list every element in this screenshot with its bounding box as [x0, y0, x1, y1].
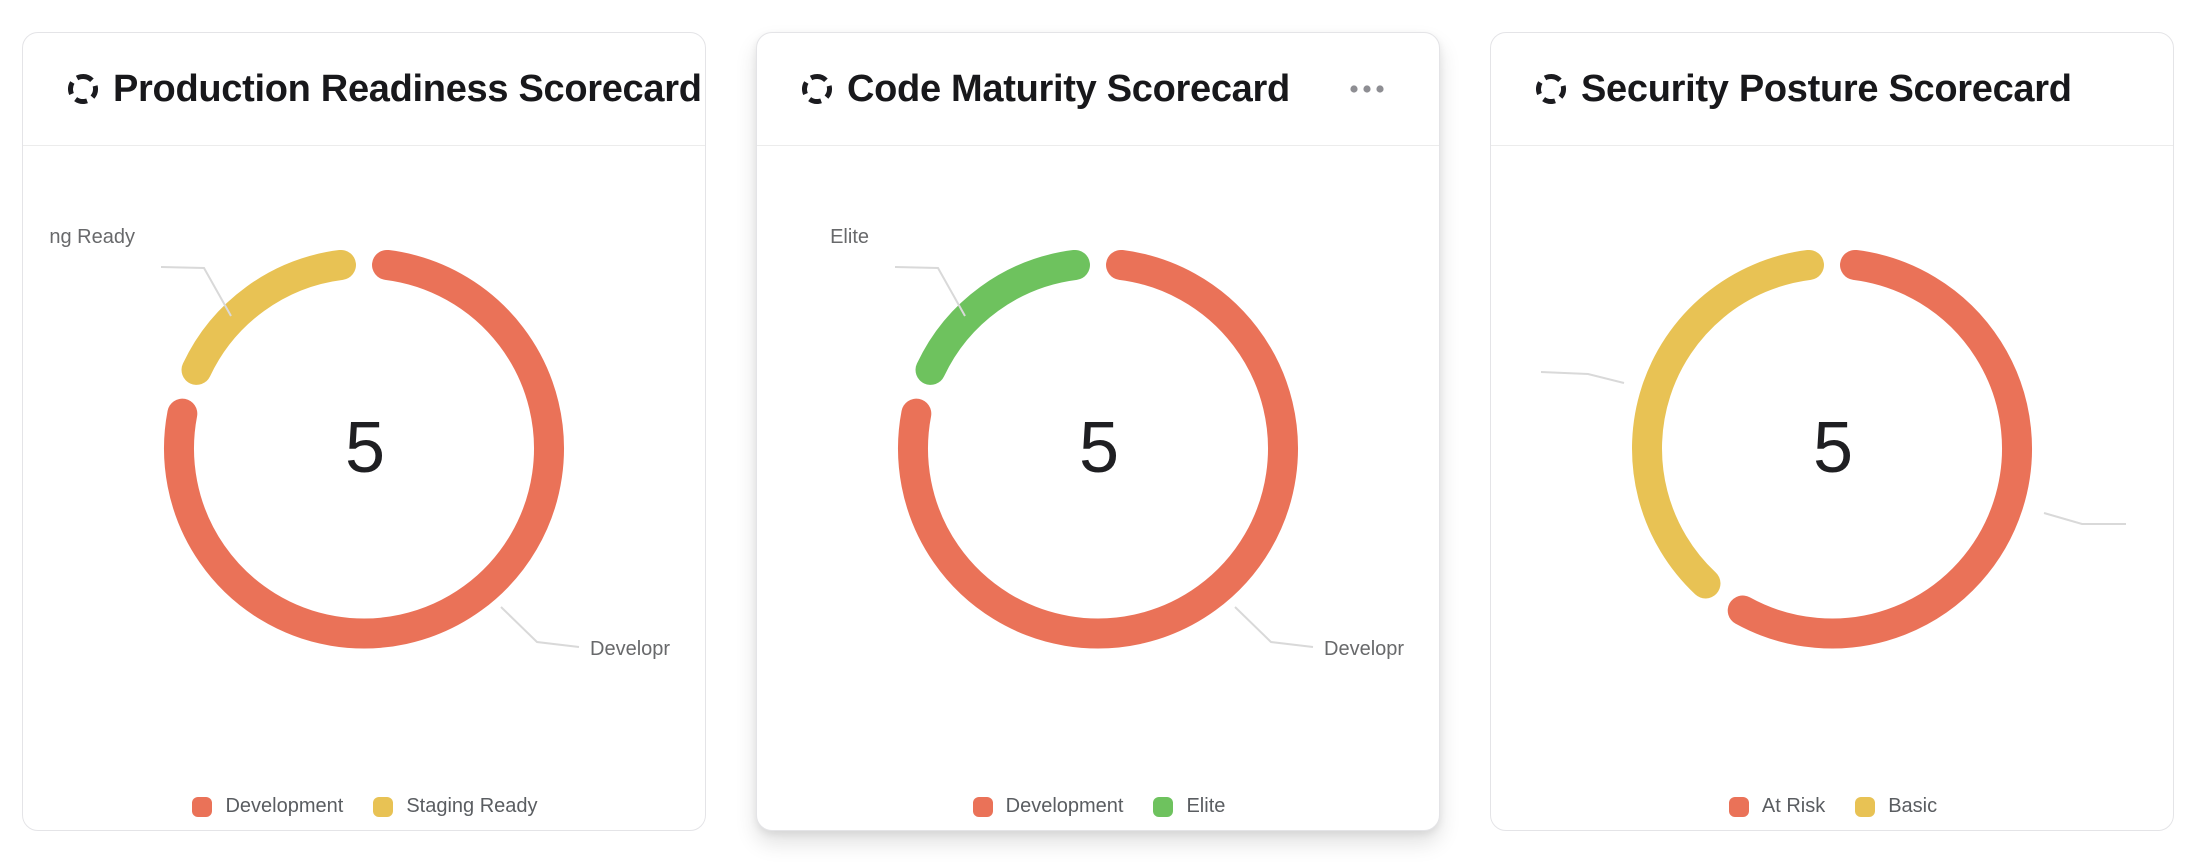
callout-label-right: Developr — [590, 638, 671, 660]
callout-label-left: Elite — [830, 226, 869, 248]
chart-legend: At Risk Basic — [1491, 795, 2173, 818]
dashed-circle-scorecard-icon — [68, 74, 98, 104]
card-header: Production Readiness Scorecard — [23, 33, 705, 146]
legend-swatch — [192, 796, 213, 817]
legend-label: Development — [225, 795, 344, 817]
donut-chart-area: 5 At Risk Basic — [1491, 146, 2174, 830]
card-header: Code Maturity Scorecard — [757, 33, 1439, 146]
center-value: 5 — [1812, 408, 1854, 488]
scorecards-dashboard: Production Readiness Scorecard 5 ng Read… — [22, 32, 2174, 831]
legend-item[interactable]: Staging Ready — [373, 795, 538, 818]
legend-label: Elite — [1186, 795, 1226, 817]
card-title: Security Posture Scorecard — [1581, 67, 2072, 110]
legend-label: Staging Ready — [406, 795, 538, 817]
more-options-button[interactable] — [1343, 76, 1391, 102]
legend-label: At Risk — [1761, 795, 1826, 817]
card-title: Production Readiness Scorecard — [113, 67, 702, 110]
ellipsis-icon — [1350, 85, 1384, 93]
chart-legend: Development Staging Ready — [23, 795, 705, 818]
donut-chart[interactable] — [23, 146, 706, 766]
code-maturity-card: Code Maturity Scorecard 5 Elite Developr… — [756, 32, 1440, 831]
dashed-circle-scorecard-icon — [1536, 74, 1566, 104]
center-value: 5 — [1078, 408, 1120, 488]
production-readiness-card: Production Readiness Scorecard 5 ng Read… — [22, 32, 706, 831]
donut-chart[interactable] — [1491, 146, 2174, 766]
donut-chart[interactable] — [757, 146, 1440, 766]
security-posture-card: Security Posture Scorecard 5 At Risk Bas… — [1490, 32, 2174, 831]
donut-chart-area: 5 Elite Developr Development Elite — [757, 146, 1440, 830]
donut-chart-area: 5 ng Ready Developr Development Staging … — [23, 146, 706, 830]
callout-label-left: ng Ready — [49, 226, 135, 248]
legend-item[interactable]: Development — [192, 795, 343, 818]
legend-swatch — [1728, 796, 1749, 817]
dashed-circle-scorecard-icon — [802, 74, 832, 104]
legend-item[interactable]: Development — [972, 795, 1124, 818]
legend-item[interactable]: At Risk — [1728, 795, 1826, 818]
legend-label: Basic — [1888, 795, 1938, 817]
legend-label: Development — [1005, 795, 1124, 817]
legend-swatch — [972, 796, 993, 817]
center-value: 5 — [344, 408, 386, 488]
callout-label-right: Developr — [1324, 638, 1405, 660]
chart-legend: Development Elite — [757, 795, 1439, 818]
card-title: Code Maturity Scorecard — [847, 67, 1290, 110]
card-header: Security Posture Scorecard — [1491, 33, 2173, 146]
legend-swatch — [1855, 796, 1876, 817]
legend-item[interactable]: Elite — [1153, 795, 1225, 818]
legend-swatch — [1153, 796, 1174, 817]
legend-item[interactable]: Basic — [1855, 795, 1937, 818]
legend-swatch — [373, 796, 394, 817]
